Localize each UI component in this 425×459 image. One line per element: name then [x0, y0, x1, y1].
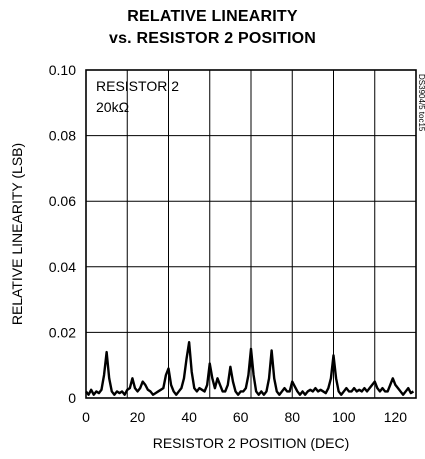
y-tick-label: 0.02 [49, 324, 76, 340]
grid-lines [86, 70, 416, 398]
plot-frame [85, 69, 417, 399]
y-tick-labels: 0 0.02 0.04 0.06 0.08 0.10 [49, 62, 76, 406]
series-line [85, 341, 415, 396]
x-tick-label: 0 [82, 409, 90, 425]
chart-title-line-2: vs. RESISTOR 2 POSITION [108, 30, 317, 47]
x-tick-label: 60 [233, 409, 249, 425]
y-tick-label: 0.08 [49, 128, 76, 144]
x-tick-label: 40 [181, 409, 197, 425]
y-tick-label: 0.04 [49, 259, 76, 275]
x-tick-label: 120 [384, 409, 408, 425]
y-tick-label: 0.10 [49, 62, 76, 78]
annotation-line-2: 20kΩ [96, 99, 129, 115]
x-axis-label: RESISTOR 2 POSITION (DEC) [153, 435, 350, 451]
y-axis-label: RELATIVE LINEARITY (LSB) [9, 143, 25, 325]
figure-id-label: DS3904/5 toc15 [417, 74, 425, 132]
x-tick-label: 80 [284, 409, 300, 425]
x-tick-label: 20 [130, 409, 146, 425]
annotation-line-1: RESISTOR 2 [96, 78, 179, 94]
x-tick-labels: 0 20 40 60 80 100 120 [82, 409, 407, 425]
y-tick-label: 0.06 [49, 193, 76, 209]
chart-title-line-1: RELATIVE LINEARITY [127, 8, 298, 25]
x-tick-label: 100 [332, 409, 356, 425]
y-tick-label: 0 [68, 390, 76, 406]
